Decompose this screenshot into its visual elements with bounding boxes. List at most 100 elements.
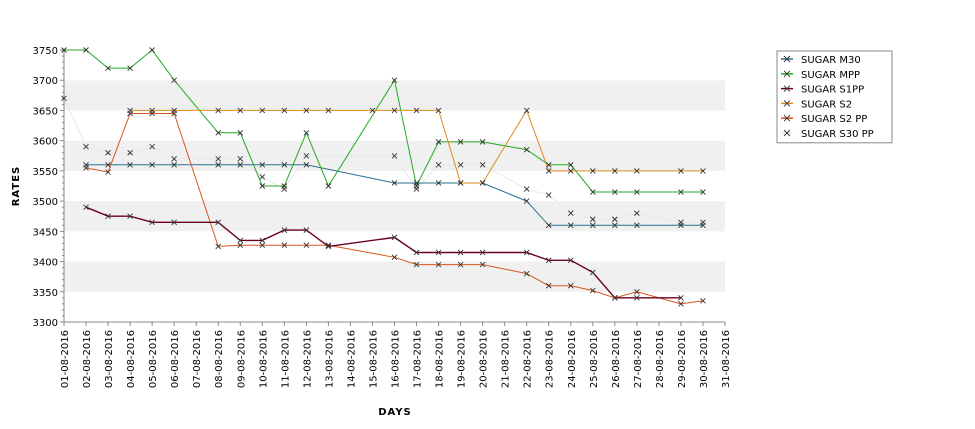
data-point <box>612 189 618 195</box>
data-point <box>678 301 684 307</box>
data-point <box>545 168 552 174</box>
data-point <box>237 129 244 136</box>
data-point <box>479 180 486 186</box>
legend-item: SUGAR S1PP <box>781 85 864 96</box>
data-point <box>567 210 574 217</box>
y-tick-label: 3300 <box>33 318 58 329</box>
x-tick-label: 01-08-2016 <box>60 330 71 388</box>
x-tick-label: 20-08-2016 <box>479 330 490 388</box>
data-point <box>700 168 706 174</box>
data-point <box>545 162 552 168</box>
series-markers <box>61 47 706 307</box>
grid-band <box>64 261 725 292</box>
grid-band <box>64 110 725 141</box>
x-tick-label: 13-08-2016 <box>324 330 335 388</box>
data-point <box>435 139 442 145</box>
data-point <box>215 243 222 250</box>
data-point <box>678 295 684 301</box>
x-tick-label: 22-08-2016 <box>523 330 534 388</box>
data-point <box>413 261 420 268</box>
data-point <box>127 213 133 220</box>
data-point <box>391 234 398 241</box>
x-tick-label: 07-08-2016 <box>192 330 203 388</box>
data-point <box>523 270 530 277</box>
x-tick-label: 09-08-2016 <box>236 330 247 388</box>
data-point <box>523 198 530 204</box>
data-point <box>479 249 486 256</box>
data-point <box>435 162 442 168</box>
legend-label: SUGAR S1PP <box>801 85 864 96</box>
data-point <box>545 257 552 264</box>
data-point <box>237 107 244 114</box>
data-point <box>479 162 486 168</box>
data-point <box>237 162 244 168</box>
data-point <box>83 47 89 53</box>
data-point <box>325 107 332 114</box>
y-tick-label: 3650 <box>33 106 58 117</box>
y-tick-label: 3400 <box>33 258 58 269</box>
data-point <box>589 189 596 195</box>
data-point <box>700 298 706 304</box>
data-point <box>281 162 288 168</box>
data-point <box>634 295 640 301</box>
grid-band <box>64 231 725 262</box>
series-line <box>63 98 703 223</box>
data-point <box>391 152 398 159</box>
data-point <box>545 282 552 289</box>
data-point <box>127 65 133 71</box>
data-point <box>391 254 398 261</box>
x-tick-label: 14-08-2016 <box>346 330 357 388</box>
data-point <box>281 186 288 192</box>
x-tick-label: 12-08-2016 <box>302 330 313 388</box>
data-point <box>634 168 640 174</box>
data-point <box>435 261 442 268</box>
data-point <box>149 143 155 150</box>
data-point <box>303 107 310 114</box>
grid-bands <box>64 50 725 322</box>
data-point <box>567 282 574 289</box>
data-point <box>700 219 706 226</box>
data-point <box>479 139 486 145</box>
x-tick-label: 30-08-2016 <box>699 330 710 388</box>
y-tick-label: 3450 <box>33 227 58 238</box>
legend-marker <box>783 85 791 92</box>
data-point <box>149 219 155 226</box>
data-point <box>215 219 222 226</box>
data-point <box>83 165 89 171</box>
data-point <box>259 237 266 244</box>
series-line <box>85 113 704 305</box>
data-point <box>678 168 684 174</box>
x-tick-label: 06-08-2016 <box>170 330 181 388</box>
legend-label: SUGAR M30 <box>801 55 861 66</box>
x-tick-label: 10-08-2016 <box>258 330 269 388</box>
data-point <box>391 180 398 186</box>
data-point <box>479 261 486 268</box>
data-point <box>678 219 684 226</box>
data-point <box>105 162 111 168</box>
data-point <box>105 149 111 156</box>
x-tick-label: 02-08-2016 <box>82 330 93 388</box>
data-point <box>413 107 420 114</box>
y-tick-label: 3600 <box>33 137 58 148</box>
data-point <box>325 243 332 250</box>
data-point <box>259 174 266 180</box>
data-point <box>303 242 310 249</box>
grid-band <box>64 170 725 202</box>
legend-box <box>776 50 893 144</box>
x-tick-label: 05-08-2016 <box>148 330 159 388</box>
data-point <box>171 219 177 226</box>
data-point <box>612 216 618 223</box>
legend-marker <box>783 114 791 122</box>
grid-band <box>64 201 725 232</box>
data-point <box>567 162 574 168</box>
data-point <box>700 189 706 195</box>
x-tick-label: 26-08-2016 <box>611 330 622 388</box>
legend-item: SUGAR M30 <box>781 55 861 66</box>
data-point <box>61 95 67 102</box>
legend-label: SUGAR S2 <box>801 99 852 110</box>
data-point <box>457 249 464 256</box>
data-point <box>303 162 310 168</box>
x-axis-title: DAYS <box>378 407 412 418</box>
data-point <box>127 162 133 168</box>
